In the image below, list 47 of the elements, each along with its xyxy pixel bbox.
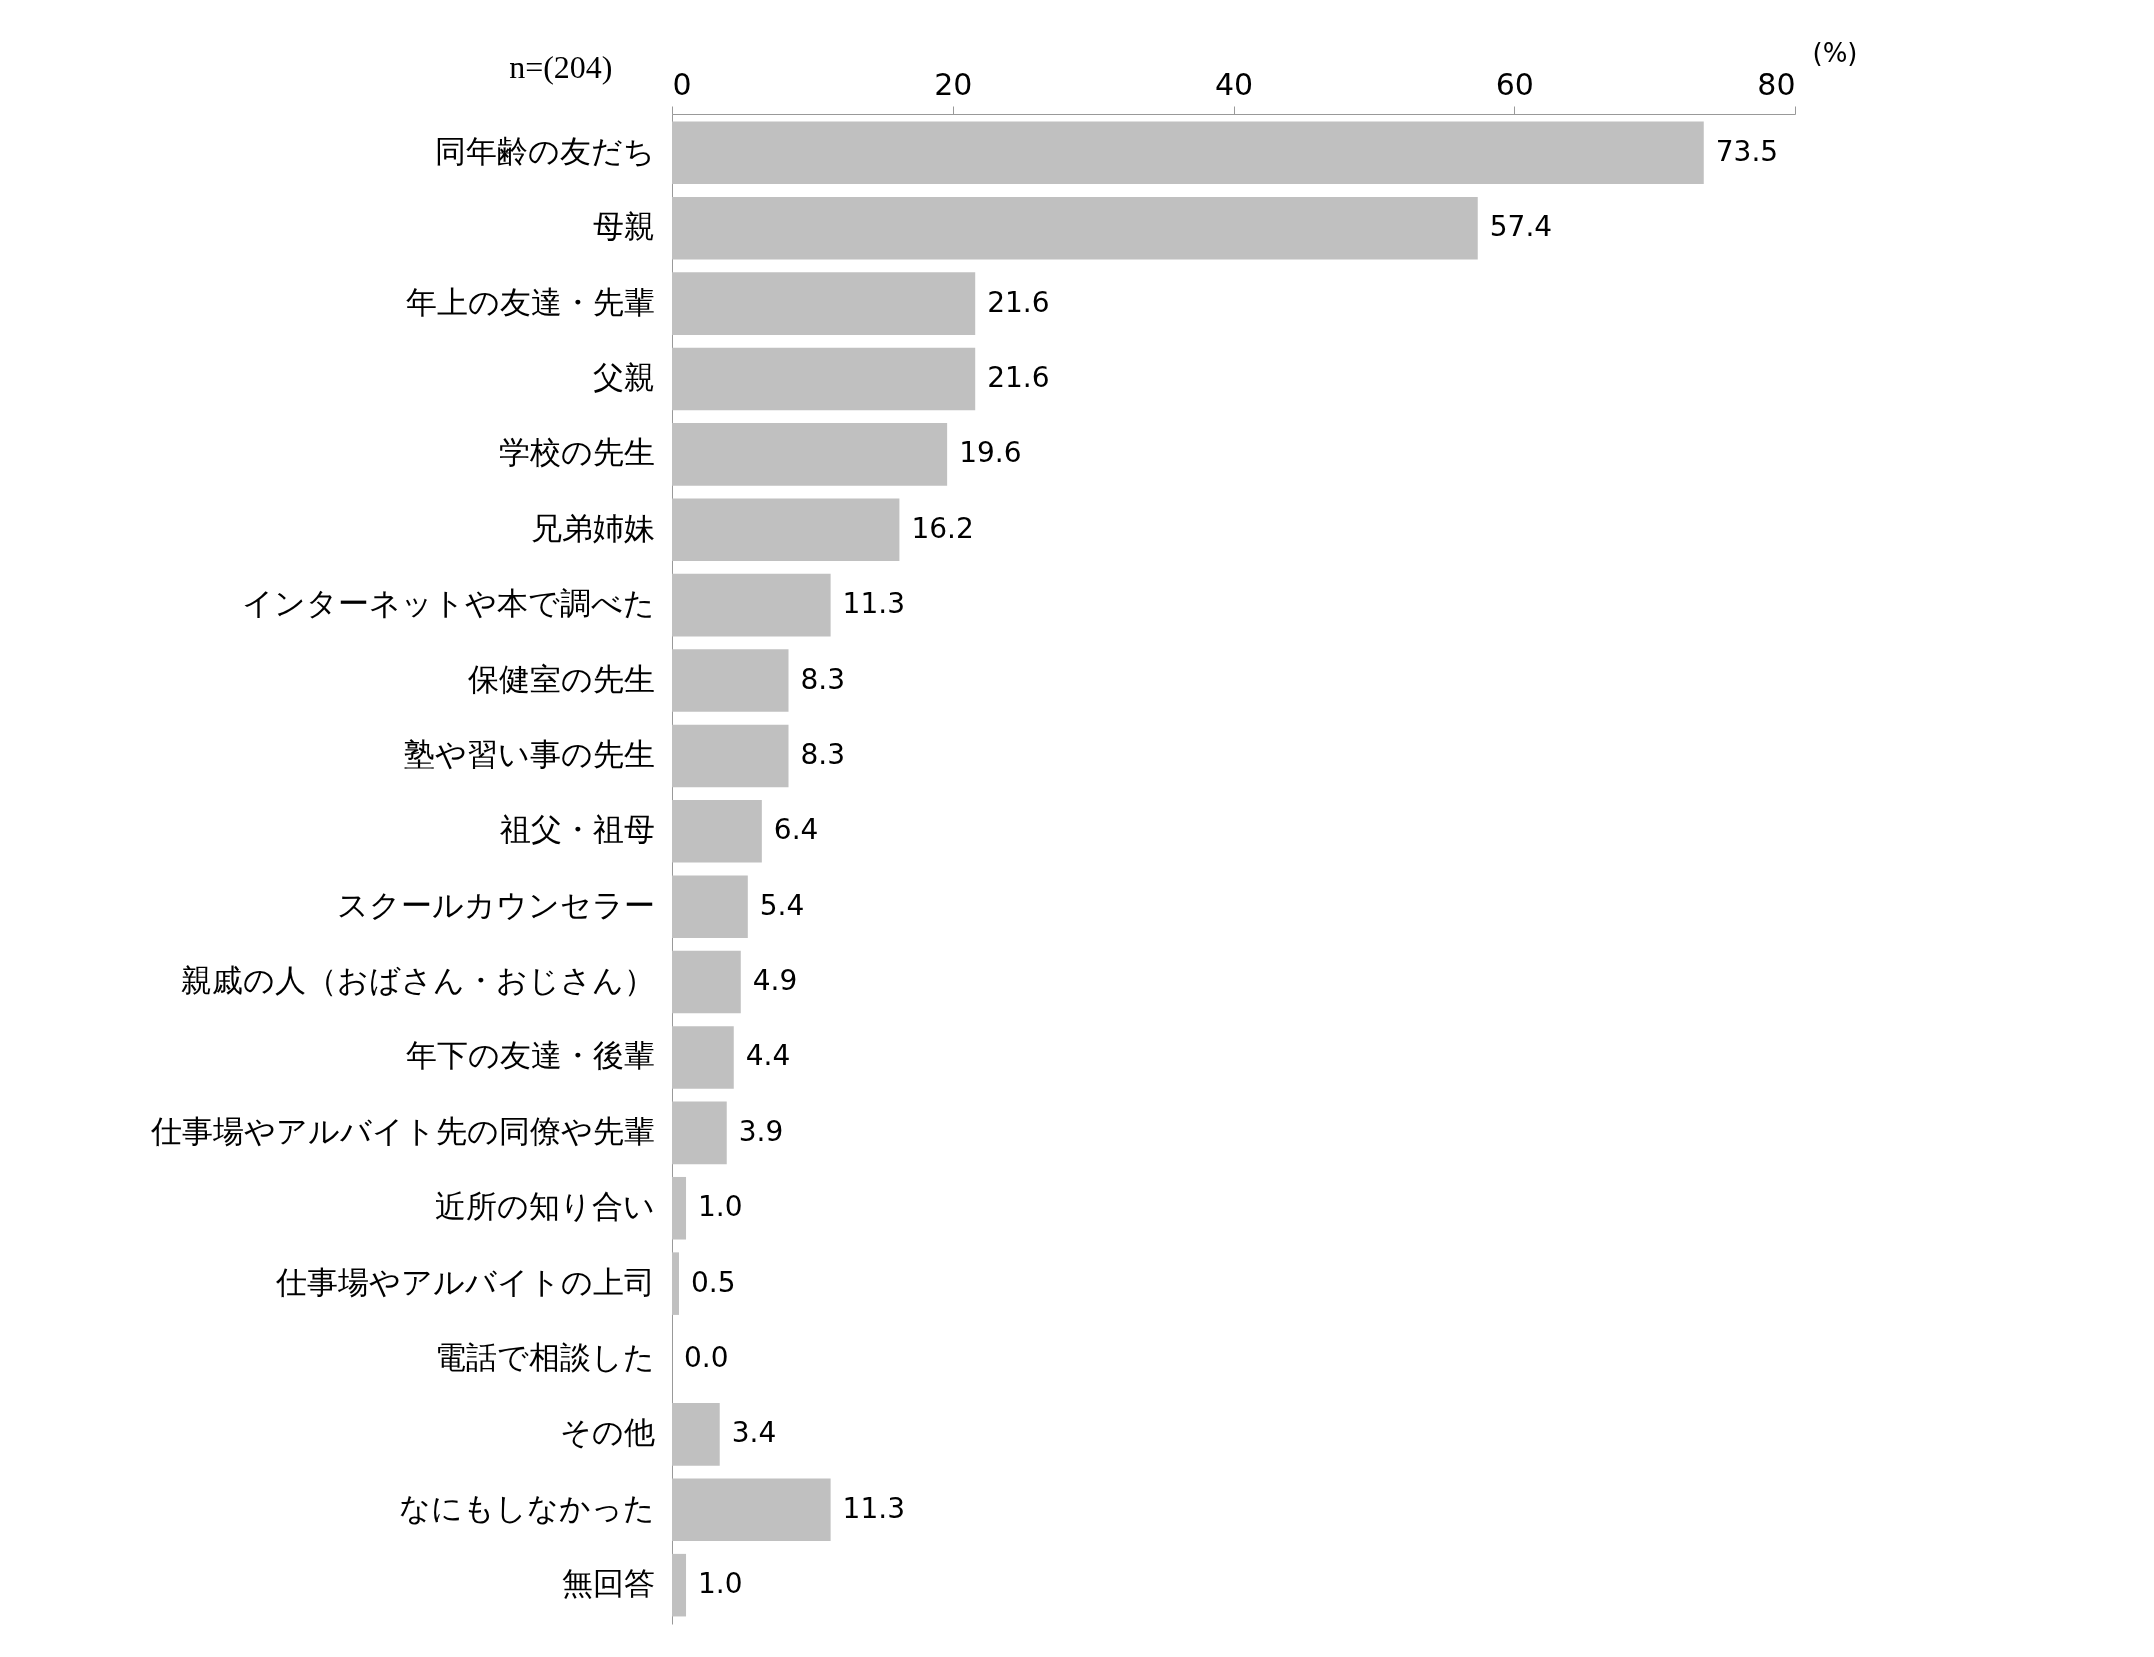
data-label: 11.3 — [842, 1491, 905, 1525]
data-label: 0.0 — [684, 1341, 729, 1375]
data-label: 4.4 — [745, 1039, 791, 1073]
text: n=(204) — [509, 48, 613, 85]
x-tick-label: 80 — [1757, 66, 1796, 102]
y-tick-label: 塾や習い事の先生 — [403, 735, 655, 772]
data-label: 3.4 — [731, 1416, 777, 1450]
y-tick-label: なにもしなかった — [398, 1489, 655, 1526]
data-label: 4.9 — [752, 964, 798, 998]
y-tick-label: 学校の先生 — [498, 434, 655, 471]
data-label: 8.3 — [800, 662, 846, 696]
data-label: 6.4 — [773, 813, 819, 847]
data-label: 19.6 — [959, 436, 1022, 470]
x-tick-label: 40 — [1214, 66, 1254, 102]
data-label: 1.0 — [698, 1190, 743, 1224]
y-tick-label: 父親 — [592, 358, 655, 395]
x-tick-label: 20 — [934, 66, 973, 102]
data-label: 73.5 — [1715, 134, 1779, 168]
x-axis-title: (%) — [1812, 37, 1858, 68]
y-tick-label: 年上の友達・先輩 — [405, 283, 655, 320]
y-tick-label: 無回答 — [561, 1565, 655, 1602]
y-tick-label: その他 — [559, 1414, 655, 1451]
y-tick-label: 親戚の人（おばさん・おじさん） — [180, 962, 655, 999]
x-tick-label: 0 — [672, 66, 692, 102]
y-tick-label: 近所の知り合い — [434, 1188, 655, 1225]
y-tick-label: 母親 — [592, 208, 655, 245]
data-label: 5.4 — [759, 888, 805, 922]
x-tick-label: 60 — [1495, 66, 1534, 102]
data-label: 8.3 — [800, 737, 846, 771]
data-label: 0.5 — [691, 1265, 736, 1299]
y-tick-label: 仕事場やアルバイト先の同僚や先輩 — [149, 1112, 655, 1149]
data-label: 11.3 — [842, 587, 905, 621]
data-label: 16.2 — [911, 511, 974, 545]
data-label: 3.9 — [738, 1114, 784, 1148]
y-tick-label: 保健室の先生 — [467, 660, 655, 697]
y-tick-label: 電話で相談した — [434, 1339, 655, 1376]
data-label: 1.0 — [698, 1567, 743, 1601]
y-tick-label: 仕事場やアルバイトの上司 — [274, 1263, 655, 1300]
y-tick-label: 兄弟姉妹 — [530, 509, 655, 546]
y-tick-label: 年下の友達・後輩 — [405, 1037, 655, 1074]
y-tick-label: 同年齢の友だち — [434, 132, 655, 169]
y-tick-label: スクールカウンセラー — [336, 886, 655, 923]
data-label: 57.4 — [1489, 210, 1553, 244]
data-label: 21.6 — [987, 285, 1050, 319]
data-label: 21.6 — [987, 360, 1050, 394]
y-tick-label: インターネットや本で調べた — [241, 585, 655, 622]
y-tick-label: 祖父・祖母 — [499, 811, 655, 848]
